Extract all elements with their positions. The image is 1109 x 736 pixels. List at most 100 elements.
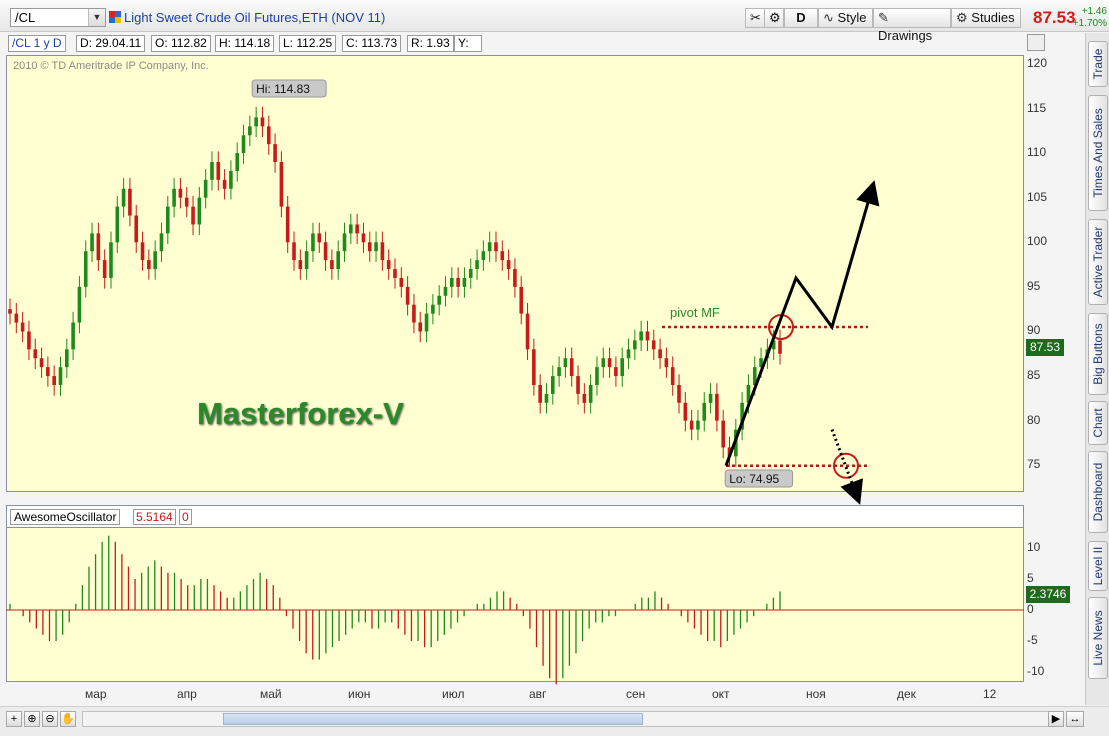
candle-body bbox=[172, 188, 176, 207]
drawings-button[interactable]: ✎ Drawings bbox=[873, 8, 951, 43]
time-tick-label: ноя bbox=[806, 687, 826, 701]
candle-body bbox=[778, 340, 782, 354]
candle-body bbox=[361, 233, 366, 243]
symbol-table-icon[interactable] bbox=[109, 11, 121, 23]
candle-body bbox=[727, 447, 732, 457]
candle-body bbox=[71, 322, 75, 350]
side-tab-label: Level II bbox=[1091, 546, 1105, 586]
candle-body bbox=[708, 393, 713, 403]
candle-body bbox=[134, 215, 139, 243]
candle-body bbox=[450, 277, 454, 287]
symbol-dropdown-button[interactable]: ▼ bbox=[88, 9, 105, 26]
side-tab-big-buttons[interactable]: Big Buttons bbox=[1088, 313, 1108, 395]
candle-body bbox=[304, 251, 309, 270]
side-tab-label: Trade bbox=[1091, 48, 1105, 80]
info-close: C: 113.73 bbox=[342, 35, 402, 52]
expand-icon[interactable]: ↔ bbox=[1066, 711, 1084, 727]
side-tab-label: Dashboard bbox=[1091, 462, 1105, 522]
candle-body bbox=[355, 224, 359, 234]
candle-body bbox=[715, 393, 719, 421]
candle-body bbox=[380, 242, 385, 261]
candle-body bbox=[210, 162, 214, 180]
candle-body bbox=[405, 286, 410, 305]
time-scrollbar[interactable] bbox=[82, 711, 1062, 727]
candle-body bbox=[46, 367, 50, 377]
oscillator-panel[interactable] bbox=[6, 527, 1024, 682]
drawings-label: Drawings bbox=[878, 28, 933, 43]
candle-body bbox=[140, 242, 145, 261]
candle-body bbox=[563, 358, 568, 368]
side-tab-dashboard[interactable]: Dashboard bbox=[1088, 451, 1108, 533]
zoom-out-icon[interactable]: ⊖ bbox=[42, 711, 58, 727]
studies-button[interactable]: ⚙ Studies bbox=[951, 8, 1021, 28]
candle-body bbox=[620, 358, 625, 377]
side-tab-label: Chart bbox=[1091, 408, 1105, 438]
candle-body bbox=[670, 367, 675, 385]
candle-body bbox=[317, 233, 322, 243]
candle-body bbox=[576, 376, 580, 394]
candle-body bbox=[27, 331, 31, 350]
oscillator-name[interactable]: AwesomeOscillator bbox=[10, 509, 121, 525]
pan-hand-icon[interactable]: ✋ bbox=[60, 711, 76, 727]
time-tick-label: дек bbox=[897, 687, 916, 701]
zoom-in-icon[interactable]: ⊕ bbox=[24, 711, 40, 727]
candle-body bbox=[90, 233, 94, 252]
time-tick-label: сен bbox=[626, 687, 646, 701]
candle-body bbox=[557, 367, 561, 377]
projected-path-arrow bbox=[724, 180, 880, 467]
bearish-arrow bbox=[830, 429, 863, 505]
lo-label: Lo: 74.95 bbox=[724, 469, 794, 488]
candle-body bbox=[519, 286, 524, 314]
candle-body bbox=[633, 340, 637, 350]
candle-body bbox=[248, 126, 252, 136]
oscillator-tick-label: 0 bbox=[1027, 602, 1034, 616]
side-tab-live-news[interactable]: Live News bbox=[1088, 597, 1108, 679]
pencil-icon: ✎ bbox=[878, 10, 889, 25]
candle-body bbox=[481, 251, 486, 261]
candle-body bbox=[569, 358, 574, 377]
net-change: +1.46 bbox=[1081, 6, 1107, 17]
candle-body bbox=[102, 260, 107, 278]
price-tick-label: 105 bbox=[1027, 189, 1048, 204]
candle-body bbox=[506, 260, 511, 270]
side-tab-chart[interactable]: Chart bbox=[1088, 401, 1108, 445]
candle-body bbox=[52, 376, 56, 385]
candle-body bbox=[538, 384, 542, 403]
side-tab-level-ii[interactable]: Level II bbox=[1088, 541, 1108, 591]
side-tab-label: Active Trader bbox=[1091, 226, 1105, 298]
crosshair-icon[interactable]: + bbox=[6, 711, 22, 727]
candle-body bbox=[349, 224, 353, 234]
chart-settings-icon[interactable] bbox=[1027, 34, 1045, 51]
candle-body bbox=[752, 367, 757, 385]
candle-body bbox=[216, 162, 221, 180]
side-tab-times-and-sales[interactable]: Times And Sales bbox=[1088, 95, 1108, 211]
info-symbol-period: /CL 1 y D bbox=[8, 35, 66, 52]
side-tab-active-trader[interactable]: Active Trader bbox=[1088, 219, 1108, 305]
time-tick-label: июн bbox=[348, 687, 371, 701]
candle-body bbox=[431, 304, 435, 314]
scrollbar-thumb[interactable] bbox=[223, 713, 643, 725]
oscillator-header: AwesomeOscillator 5.5164 0 bbox=[6, 505, 1024, 527]
svg-text:Lo: 74.95: Lo: 74.95 bbox=[729, 472, 779, 486]
candle-body bbox=[412, 304, 416, 323]
side-tab-trade[interactable]: Trade bbox=[1088, 41, 1108, 87]
symbol-input[interactable]: /CL bbox=[10, 8, 106, 27]
bottom-bar: + ⊕ ⊖ ✋ ▶ ↔ bbox=[0, 706, 1109, 736]
studies-icon: ⚙ bbox=[956, 10, 968, 25]
info-y: Y: bbox=[454, 35, 482, 52]
candle-body bbox=[639, 331, 643, 341]
candle-body bbox=[311, 233, 315, 252]
hi-label: Hi: 114.83 bbox=[251, 79, 327, 98]
info-date: D: 29.04.11 bbox=[76, 35, 146, 52]
settings-tool-button[interactable]: ⚙ bbox=[764, 8, 784, 28]
period-button[interactable]: D bbox=[784, 8, 818, 28]
candle-body bbox=[330, 260, 334, 270]
svg-text:Hi: 114.83: Hi: 114.83 bbox=[256, 82, 310, 96]
candle-body bbox=[468, 269, 473, 278]
candle-body bbox=[58, 367, 63, 385]
style-button[interactable]: ∿ Style bbox=[818, 8, 873, 28]
scroll-right-icon[interactable]: ▶ bbox=[1048, 711, 1064, 727]
candle-body bbox=[607, 358, 612, 368]
oscillator-tick-label: 5 bbox=[1027, 571, 1034, 585]
